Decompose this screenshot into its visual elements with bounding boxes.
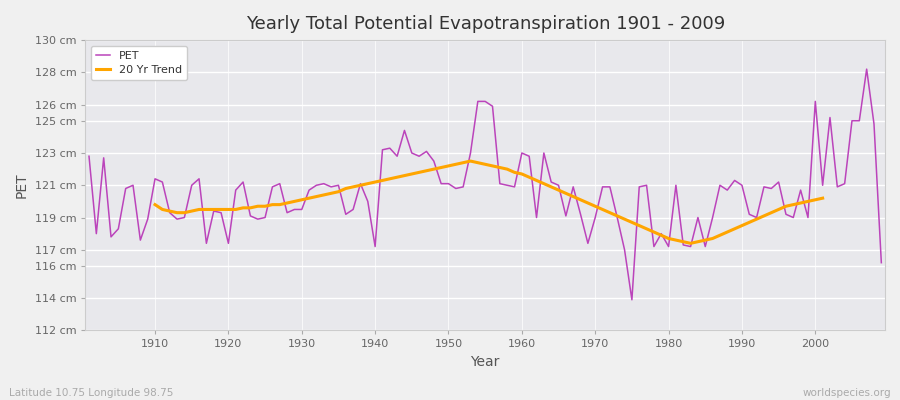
20 Yr Trend xyxy=(817,196,828,200)
PET xyxy=(142,217,153,222)
20 Yr Trend xyxy=(149,202,160,207)
20 Yr Trend xyxy=(722,230,733,234)
PET xyxy=(347,207,358,212)
Text: worldspecies.org: worldspecies.org xyxy=(803,388,891,398)
20 Yr Trend xyxy=(649,230,660,234)
Y-axis label: PET: PET xyxy=(15,172,29,198)
X-axis label: Year: Year xyxy=(471,355,500,369)
PET xyxy=(876,260,886,265)
20 Yr Trend xyxy=(685,241,696,246)
PET xyxy=(303,188,314,192)
Line: PET: PET xyxy=(89,69,881,300)
PET xyxy=(84,154,94,159)
PET xyxy=(509,184,520,189)
Title: Yearly Total Potential Evapotranspiration 1901 - 2009: Yearly Total Potential Evapotranspiratio… xyxy=(246,15,724,33)
Text: Latitude 10.75 Longitude 98.75: Latitude 10.75 Longitude 98.75 xyxy=(9,388,174,398)
20 Yr Trend xyxy=(692,239,703,244)
Line: 20 Yr Trend: 20 Yr Trend xyxy=(155,161,823,243)
PET xyxy=(861,67,872,72)
PET xyxy=(626,297,637,302)
PET xyxy=(605,184,616,189)
20 Yr Trend xyxy=(700,238,711,242)
Legend: PET, 20 Yr Trend: PET, 20 Yr Trend xyxy=(91,46,187,80)
20 Yr Trend xyxy=(678,239,688,244)
20 Yr Trend xyxy=(554,188,564,192)
20 Yr Trend xyxy=(465,159,476,164)
PET xyxy=(517,151,527,156)
